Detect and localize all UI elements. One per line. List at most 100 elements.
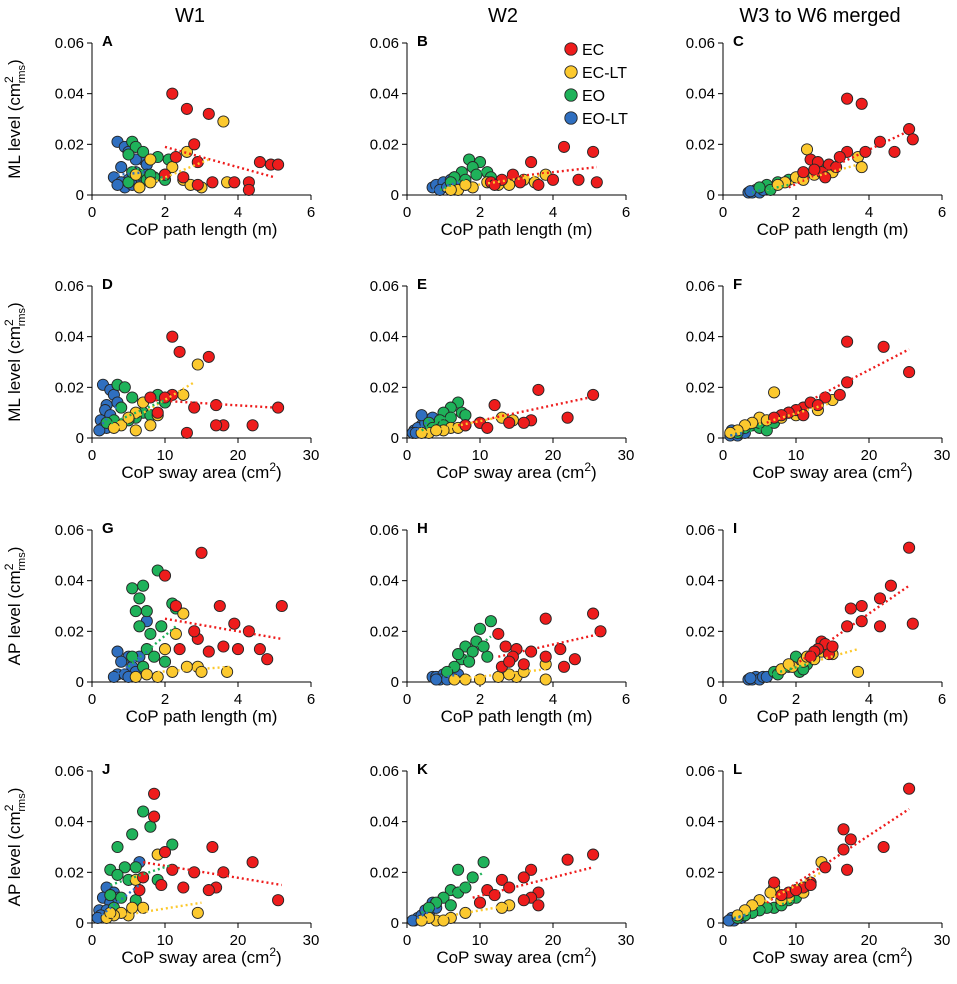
x-tick-label: 2 (792, 691, 800, 708)
y-tick-label: 0.04 (55, 86, 84, 103)
point-ec (797, 166, 810, 179)
panel-label: L (733, 761, 742, 778)
x-tick-label: 30 (303, 932, 320, 949)
trendline-eo (109, 863, 173, 887)
x-tick-label: 10 (788, 447, 805, 464)
point-ec-lt (129, 168, 142, 181)
x-tick-label: 6 (307, 691, 315, 708)
point-eo (481, 650, 494, 663)
x-axis-label-sup: 2 (900, 945, 907, 959)
panel-label: K (417, 761, 428, 778)
point-eo (111, 840, 124, 854)
x-tick-label: 10 (788, 932, 805, 949)
point-ec-lt (140, 668, 153, 681)
x-tick-label: 30 (618, 932, 635, 949)
point-ec-lt (851, 665, 865, 678)
y-axis-label-close: ) (5, 59, 24, 65)
x-axis-label-main: CoP sway area (cm (121, 948, 269, 967)
point-ec-lt (459, 178, 472, 191)
point-ec (539, 612, 552, 625)
trendline-ec (472, 866, 594, 899)
point-ec (261, 653, 274, 666)
legend-marker-ec (564, 42, 578, 56)
point-ec (841, 620, 854, 633)
point-ec (144, 391, 157, 404)
y-axis-label-main: ML level (cm (5, 326, 24, 422)
panel-i: 0 2 4 6 0 0.02 0.04 0.06 I CoP path length (m) (686, 520, 946, 726)
point-ec (158, 846, 172, 859)
point-ec (877, 340, 890, 353)
x-axis-label-main: CoP sway area (cm (436, 463, 584, 482)
point-eo (129, 605, 142, 618)
point-eo-lt (115, 655, 128, 668)
y-tick-label: 0.06 (686, 763, 715, 780)
point-ec-lt (217, 115, 230, 128)
point-ec (188, 866, 201, 879)
y-tick-label: 0.06 (370, 763, 399, 780)
point-ec (841, 92, 854, 105)
trendline-ec (798, 584, 910, 663)
point-ec (855, 599, 868, 613)
point-ec (587, 848, 600, 861)
point-eo (115, 401, 128, 414)
point-ec (158, 569, 172, 582)
trendline-eo (421, 406, 466, 432)
point-ec (217, 640, 230, 653)
point-ec (539, 650, 552, 663)
x-tick-label: 20 (545, 932, 562, 949)
panel-label: B (417, 33, 428, 50)
point-eo (484, 615, 497, 628)
trendline-ec-lt (733, 871, 823, 919)
y-tick-label: 0.02 (370, 864, 399, 881)
x-axis-label-close: ) (591, 948, 597, 967)
y-tick-label: 0.02 (370, 623, 399, 640)
point-eo (422, 901, 435, 914)
point-ec (819, 861, 832, 874)
trendline-ec (457, 396, 590, 427)
point-eo (126, 391, 139, 404)
point-eo (137, 805, 150, 818)
point-ec (532, 178, 545, 191)
x-tick-label: 6 (307, 204, 315, 221)
point-ec (797, 409, 810, 422)
point-ec (133, 884, 146, 897)
point-ec (525, 863, 538, 876)
x-tick-label: 20 (230, 447, 247, 464)
x-axis-label-sup: 2 (269, 945, 276, 959)
x-tick-label: 0 (719, 447, 727, 464)
y-axis-label: ML level (cm2rms) (2, 302, 28, 421)
y-axis-label-sub: rms (16, 793, 28, 812)
trendline-ec-lt (157, 665, 231, 674)
y-tick-label: 0.04 (370, 814, 399, 831)
x-tick-label: 4 (865, 204, 873, 221)
point-eo-lt (115, 161, 128, 174)
x-tick-label: 0 (403, 447, 411, 464)
x-axis-label-sup: 2 (900, 460, 907, 474)
point-ec (242, 625, 255, 638)
point-ec (841, 863, 854, 876)
trendline-eo (446, 635, 492, 673)
x-tick-label: 0 (719, 932, 727, 949)
y-axis-label-main: AP level (cm (5, 811, 24, 906)
point-eo (158, 655, 172, 668)
point-eo-lt (111, 178, 124, 191)
x-tick-label: 30 (934, 932, 951, 949)
y-tick-label: 0.06 (686, 278, 715, 295)
y-tick-label: 0.04 (370, 329, 399, 346)
panel-label: G (102, 520, 114, 537)
point-eo (133, 592, 146, 605)
x-tick-label: 30 (934, 447, 951, 464)
point-ec-lt (144, 419, 157, 432)
point-ec (169, 150, 182, 164)
trendline-eo (770, 663, 808, 676)
trendline-eo (751, 183, 789, 194)
point-ec (554, 643, 567, 656)
point-eo (111, 868, 124, 881)
y-axis-label-sub: rms (16, 552, 28, 571)
point-ec (819, 171, 832, 184)
point-ec (206, 840, 219, 854)
panel-label: D (102, 276, 113, 293)
point-ec (202, 107, 215, 120)
